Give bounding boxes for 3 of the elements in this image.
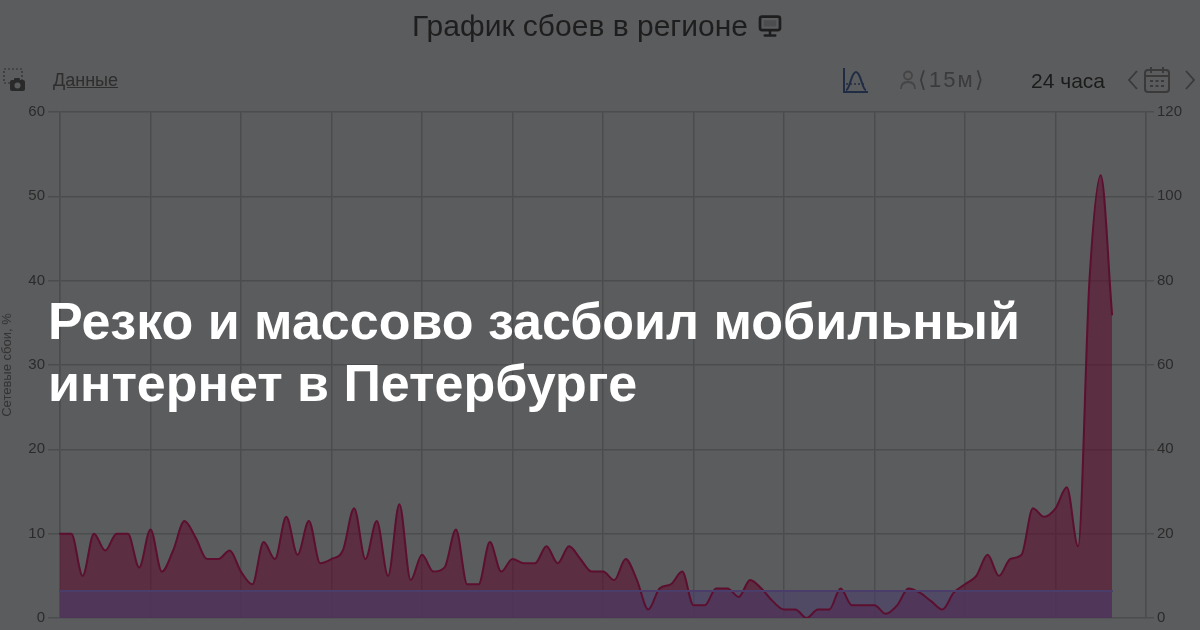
- text: Резко и массово засбоил мобильный интернет в Петербурге: [48, 291, 1021, 414]
- text: 24 часа: [1031, 68, 1105, 93]
- chart-subtitle: График сбоев в регионе: [412, 8, 748, 43]
